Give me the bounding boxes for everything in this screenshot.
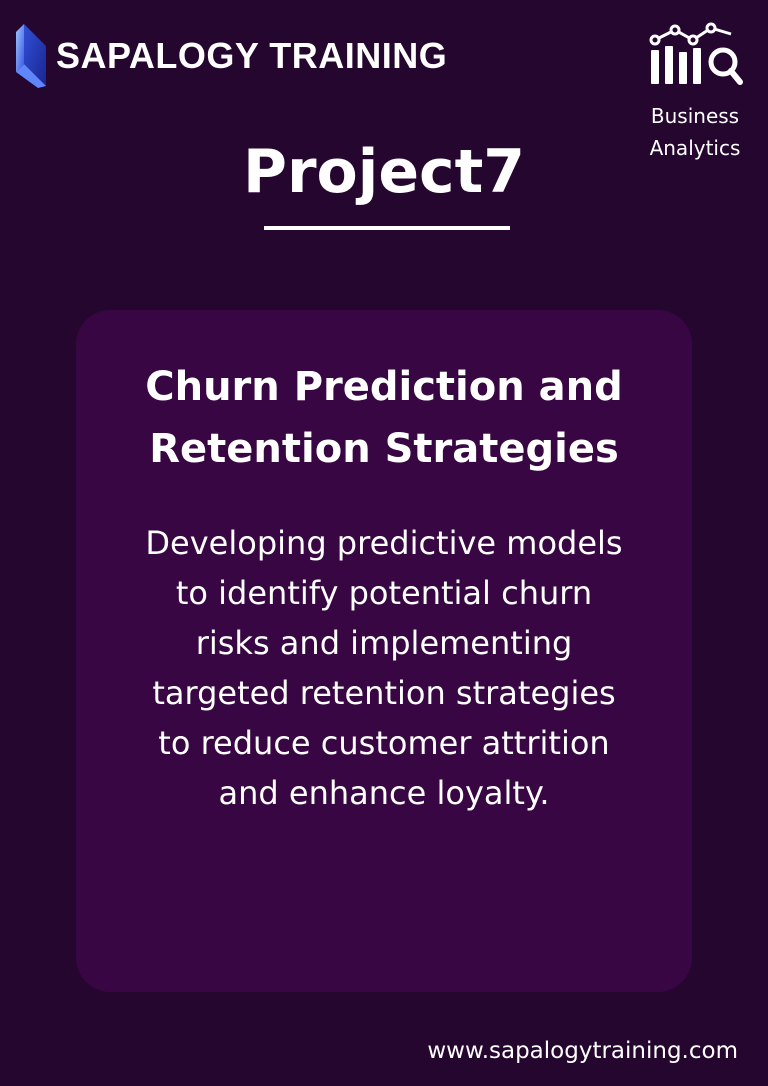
card-description-line: and enhance loyalty. bbox=[218, 774, 550, 812]
bar-chart-magnifier-icon bbox=[649, 22, 743, 85]
card-heading-line: Retention Strategies bbox=[149, 426, 619, 472]
card-description-line: targeted retention strategies bbox=[152, 674, 616, 712]
project-card: Churn Prediction and Retention Strategie… bbox=[76, 310, 692, 992]
card-heading-line: Churn Prediction and bbox=[145, 364, 623, 410]
title-underline bbox=[264, 226, 510, 230]
category-badge: Business Analytics bbox=[640, 22, 750, 164]
project-title: Project7 bbox=[242, 137, 526, 207]
brand-name: SAPALOGY TRAINING bbox=[56, 35, 448, 76]
website-link[interactable]: www.sapalogytraining.com bbox=[427, 1038, 738, 1064]
category-label-line: Analytics bbox=[649, 136, 741, 160]
category-label-line: Business bbox=[650, 104, 740, 128]
category-label: Business Analytics bbox=[640, 100, 750, 164]
brand: SAPALOGY TRAINING bbox=[14, 24, 447, 88]
card-description-line: Developing predictive models bbox=[145, 524, 623, 562]
card-heading: Churn Prediction and Retention Strategie… bbox=[96, 356, 672, 480]
card-description-line: to reduce customer attrition bbox=[158, 724, 610, 762]
sapalogy-logo-icon bbox=[16, 24, 46, 88]
card-description: Developing predictive models to identify… bbox=[96, 518, 672, 818]
card-description-line: risks and implementing bbox=[195, 624, 573, 662]
card-description-line: to identify potential churn bbox=[175, 574, 593, 612]
